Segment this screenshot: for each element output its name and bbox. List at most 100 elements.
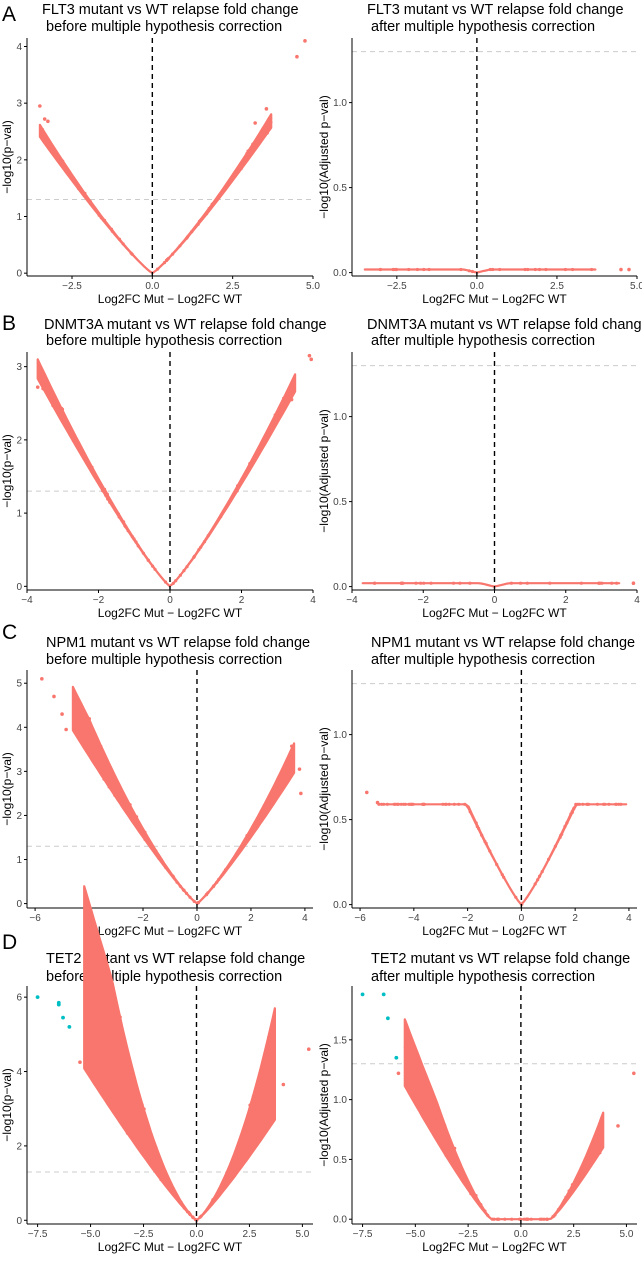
data-point bbox=[540, 870, 544, 874]
x-tick-label: −4 bbox=[408, 913, 420, 924]
data-point bbox=[538, 1217, 542, 1221]
y-tick-label: 0.0 bbox=[333, 1215, 347, 1226]
data-point bbox=[596, 1148, 600, 1152]
title-b-right-line1: DNMT3A mutant vs WT relapse fold change bbox=[367, 317, 642, 333]
title-b-left-line2: before multiple hypothesis correction bbox=[46, 333, 282, 349]
data-point bbox=[223, 868, 228, 872]
y-tick-label: 1.0 bbox=[333, 412, 347, 423]
data-point bbox=[262, 804, 266, 808]
data-point bbox=[178, 244, 182, 248]
data-point bbox=[197, 219, 201, 223]
data-point bbox=[579, 581, 584, 585]
y-axis-label: −log10(Adjusted p−val) bbox=[317, 1043, 331, 1166]
data-point bbox=[127, 1103, 131, 1107]
data-point bbox=[94, 1012, 98, 1016]
data-point bbox=[123, 524, 127, 528]
data-point bbox=[405, 1071, 409, 1076]
chart-a-left: −2.5 0.0 2.5 5.0 0 1 2 3 4 Log2FC Mut − Log2FC WT… bbox=[0, 38, 320, 306]
data-point bbox=[265, 1113, 269, 1117]
data-point bbox=[92, 733, 96, 737]
data-point bbox=[88, 200, 92, 204]
data-point bbox=[90, 468, 94, 472]
data-point bbox=[146, 558, 150, 562]
title-b-left-line1: DNMT3A mutant vs WT relapse fold change bbox=[44, 317, 327, 333]
data-point bbox=[99, 767, 104, 772]
data-point bbox=[164, 865, 168, 870]
data-point bbox=[595, 1140, 599, 1144]
data-point bbox=[392, 267, 396, 272]
data-point bbox=[145, 1126, 149, 1130]
data-point bbox=[518, 581, 523, 585]
data-point bbox=[552, 1214, 556, 1218]
data-point bbox=[261, 126, 265, 130]
data-point bbox=[90, 1027, 94, 1031]
data-point bbox=[488, 267, 492, 272]
data-point bbox=[167, 1184, 171, 1188]
data-point bbox=[525, 581, 529, 585]
data-point bbox=[451, 581, 456, 585]
data-point bbox=[447, 1155, 451, 1159]
data-point bbox=[410, 802, 414, 806]
panel-label-c: C bbox=[2, 621, 17, 644]
data-point bbox=[414, 581, 418, 585]
data-point bbox=[117, 515, 121, 519]
y-tick-label: 5 bbox=[16, 679, 22, 690]
x-tick-label: 0.0 bbox=[190, 1229, 204, 1240]
title-d-left-line1: TET2 mutant vs WT relapse fold change bbox=[46, 951, 305, 967]
x-tick-label: −2 bbox=[462, 913, 474, 924]
data-point bbox=[35, 385, 40, 389]
data-point bbox=[188, 895, 192, 899]
data-point bbox=[422, 581, 426, 585]
data-point bbox=[210, 1202, 214, 1206]
x-tick-label: 0.0 bbox=[145, 281, 159, 292]
data-point bbox=[125, 1131, 129, 1135]
data-point bbox=[382, 802, 386, 806]
data-point bbox=[178, 884, 182, 888]
data-point bbox=[586, 802, 590, 806]
data-point bbox=[85, 197, 89, 201]
data-point bbox=[444, 1153, 448, 1157]
data-point bbox=[55, 156, 59, 160]
data-point bbox=[450, 1159, 454, 1164]
y-tick-label: 1 bbox=[16, 509, 22, 520]
data-point bbox=[469, 1192, 473, 1196]
significant-data-point bbox=[381, 992, 386, 997]
x-axis-label: Log2FC Mut − Log2FC WT bbox=[422, 292, 567, 306]
data-point bbox=[51, 401, 55, 405]
data-point bbox=[106, 497, 110, 501]
data-point bbox=[422, 267, 426, 272]
data-point bbox=[404, 1083, 409, 1087]
data-point-band bbox=[363, 268, 597, 274]
title-a-right-line2: after multiple hypothesis correction bbox=[371, 19, 595, 35]
data-point bbox=[587, 1150, 591, 1154]
y-tick-label: 3 bbox=[16, 767, 22, 778]
data-point bbox=[143, 833, 147, 837]
significant-data-point bbox=[67, 1025, 72, 1029]
significant-data-point bbox=[385, 1016, 390, 1021]
data-point bbox=[135, 818, 139, 823]
title-a-right-line1: FLT3 mutant vs WT relapse fold change bbox=[367, 2, 624, 18]
data-point bbox=[503, 1217, 507, 1221]
y-tick-label: 0.5 bbox=[333, 183, 347, 194]
data-point bbox=[206, 534, 210, 538]
significant-data-point bbox=[61, 1015, 65, 1020]
data-point bbox=[217, 877, 221, 882]
data-point bbox=[281, 399, 285, 403]
data-point bbox=[188, 1213, 192, 1217]
data-point bbox=[175, 880, 179, 884]
y-axis-label: −log10(Adjusted p−val) bbox=[317, 727, 331, 850]
data-point bbox=[619, 267, 623, 272]
data-point bbox=[90, 465, 94, 469]
data-point bbox=[295, 54, 299, 59]
data-point bbox=[421, 1073, 426, 1077]
data-point bbox=[421, 802, 425, 806]
x-tick-label: −7.5 bbox=[353, 1229, 373, 1240]
y-axis-label: −log10(Adjusted p−val) bbox=[317, 95, 331, 218]
data-point bbox=[156, 267, 160, 271]
data-point bbox=[83, 191, 87, 195]
data-point bbox=[102, 218, 106, 222]
x-tick-label: 2 bbox=[239, 595, 245, 606]
data-point bbox=[267, 1036, 271, 1040]
title-d-right-line1: TET2 mutant vs WT relapse fold change bbox=[371, 951, 630, 967]
